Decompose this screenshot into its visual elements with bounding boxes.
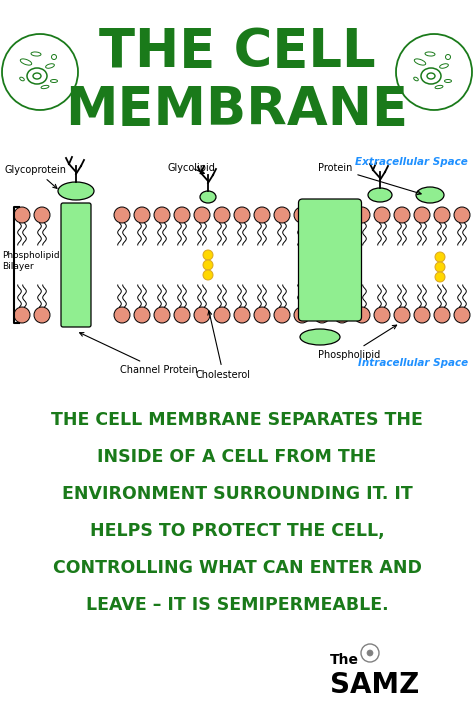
Ellipse shape — [425, 52, 435, 56]
Circle shape — [314, 207, 330, 223]
Circle shape — [434, 307, 450, 323]
Circle shape — [446, 55, 450, 60]
Circle shape — [154, 307, 170, 323]
Circle shape — [414, 207, 430, 223]
Circle shape — [334, 207, 350, 223]
Ellipse shape — [33, 73, 41, 79]
Circle shape — [434, 207, 450, 223]
Ellipse shape — [20, 59, 32, 65]
Circle shape — [214, 207, 230, 223]
Ellipse shape — [20, 77, 24, 81]
Circle shape — [154, 207, 170, 223]
FancyBboxPatch shape — [299, 199, 362, 321]
Ellipse shape — [445, 80, 452, 82]
Circle shape — [454, 307, 470, 323]
Ellipse shape — [368, 188, 392, 202]
Text: Cholesterol: Cholesterol — [196, 311, 251, 380]
Text: Protein: Protein — [318, 163, 421, 195]
Circle shape — [294, 207, 310, 223]
Text: THE CELL MEMBRANE SEPARATES THE: THE CELL MEMBRANE SEPARATES THE — [51, 411, 423, 429]
Circle shape — [254, 207, 270, 223]
Text: THE CELL: THE CELL — [99, 26, 375, 78]
Text: Glycoprotein: Glycoprotein — [5, 165, 67, 188]
Ellipse shape — [27, 68, 47, 84]
Text: Channel Protein: Channel Protein — [80, 333, 198, 375]
Circle shape — [294, 307, 310, 323]
Text: The: The — [330, 653, 359, 667]
Circle shape — [374, 207, 390, 223]
Ellipse shape — [51, 80, 57, 82]
Circle shape — [454, 207, 470, 223]
Circle shape — [435, 272, 445, 282]
Ellipse shape — [31, 52, 41, 56]
Circle shape — [314, 307, 330, 323]
Circle shape — [194, 307, 210, 323]
Circle shape — [254, 307, 270, 323]
Circle shape — [214, 307, 230, 323]
Circle shape — [34, 307, 50, 323]
Circle shape — [194, 207, 210, 223]
Text: SAMZ: SAMZ — [330, 671, 419, 699]
Circle shape — [114, 207, 130, 223]
Ellipse shape — [439, 64, 448, 68]
Circle shape — [334, 307, 350, 323]
Text: INSIDE OF A CELL FROM THE: INSIDE OF A CELL FROM THE — [97, 448, 377, 466]
Text: Extracellular Space: Extracellular Space — [355, 157, 468, 167]
Circle shape — [354, 207, 370, 223]
Ellipse shape — [435, 85, 443, 89]
Ellipse shape — [46, 64, 55, 68]
Text: ENVIRONMENT SURROUNDING IT. IT: ENVIRONMENT SURROUNDING IT. IT — [62, 485, 412, 503]
Ellipse shape — [41, 85, 49, 89]
Circle shape — [374, 307, 390, 323]
Circle shape — [203, 250, 213, 260]
Circle shape — [34, 207, 50, 223]
Ellipse shape — [200, 191, 216, 203]
Circle shape — [274, 307, 290, 323]
Circle shape — [367, 650, 373, 656]
Circle shape — [134, 307, 150, 323]
Circle shape — [174, 207, 190, 223]
Text: Glycolipid: Glycolipid — [168, 163, 216, 173]
Ellipse shape — [414, 77, 418, 81]
Circle shape — [435, 262, 445, 272]
Circle shape — [234, 207, 250, 223]
Circle shape — [52, 55, 56, 60]
Circle shape — [203, 270, 213, 280]
Circle shape — [114, 307, 130, 323]
Circle shape — [14, 307, 30, 323]
Ellipse shape — [421, 68, 441, 84]
Circle shape — [394, 307, 410, 323]
Circle shape — [354, 307, 370, 323]
Ellipse shape — [416, 187, 444, 203]
Circle shape — [435, 252, 445, 262]
Circle shape — [361, 644, 379, 662]
Ellipse shape — [414, 59, 426, 65]
Circle shape — [14, 207, 30, 223]
Text: LEAVE – IT IS SEMIPERMEABLE.: LEAVE – IT IS SEMIPERMEABLE. — [86, 596, 388, 614]
Circle shape — [396, 34, 472, 110]
Ellipse shape — [58, 182, 94, 200]
Circle shape — [2, 34, 78, 110]
Text: CONTROLLING WHAT CAN ENTER AND: CONTROLLING WHAT CAN ENTER AND — [53, 559, 421, 577]
Text: Phospholipid
Bilayer: Phospholipid Bilayer — [2, 250, 60, 272]
Ellipse shape — [427, 73, 435, 79]
Circle shape — [174, 307, 190, 323]
Circle shape — [234, 307, 250, 323]
Circle shape — [274, 207, 290, 223]
Text: Intracellular Space: Intracellular Space — [358, 358, 468, 368]
Circle shape — [394, 207, 410, 223]
FancyBboxPatch shape — [61, 203, 91, 327]
Circle shape — [203, 260, 213, 270]
Circle shape — [134, 207, 150, 223]
Text: MEMBRANE: MEMBRANE — [65, 84, 409, 136]
Ellipse shape — [300, 329, 340, 345]
Circle shape — [414, 307, 430, 323]
Text: Phospholipid: Phospholipid — [318, 325, 397, 360]
Text: HELPS TO PROTECT THE CELL,: HELPS TO PROTECT THE CELL, — [90, 522, 384, 540]
